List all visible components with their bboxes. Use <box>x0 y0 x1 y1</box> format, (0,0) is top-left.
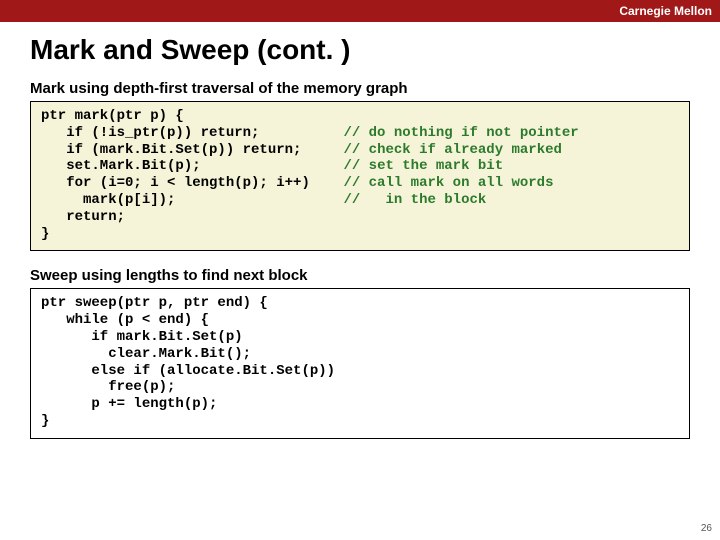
mark-code-box: ptr mark(ptr p) { if (!is_ptr(p)) return… <box>30 101 690 251</box>
page-title: Mark and Sweep (cont. ) <box>30 34 690 66</box>
section1-heading: Mark using depth-first traversal of the … <box>30 80 690 97</box>
header-bar: Carnegie Mellon <box>0 0 720 22</box>
content-area: Mark and Sweep (cont. ) Mark using depth… <box>0 22 720 439</box>
org-name: Carnegie Mellon <box>619 4 712 18</box>
page-number: 26 <box>701 523 712 534</box>
section2-heading: Sweep using lengths to find next block <box>30 267 690 284</box>
mark-code: ptr mark(ptr p) { if (!is_ptr(p)) return… <box>41 108 679 242</box>
sweep-code: ptr sweep(ptr p, ptr end) { while (p < e… <box>41 295 679 429</box>
sweep-code-box: ptr sweep(ptr p, ptr end) { while (p < e… <box>30 288 690 438</box>
slide: Carnegie Mellon Mark and Sweep (cont. ) … <box>0 0 720 540</box>
